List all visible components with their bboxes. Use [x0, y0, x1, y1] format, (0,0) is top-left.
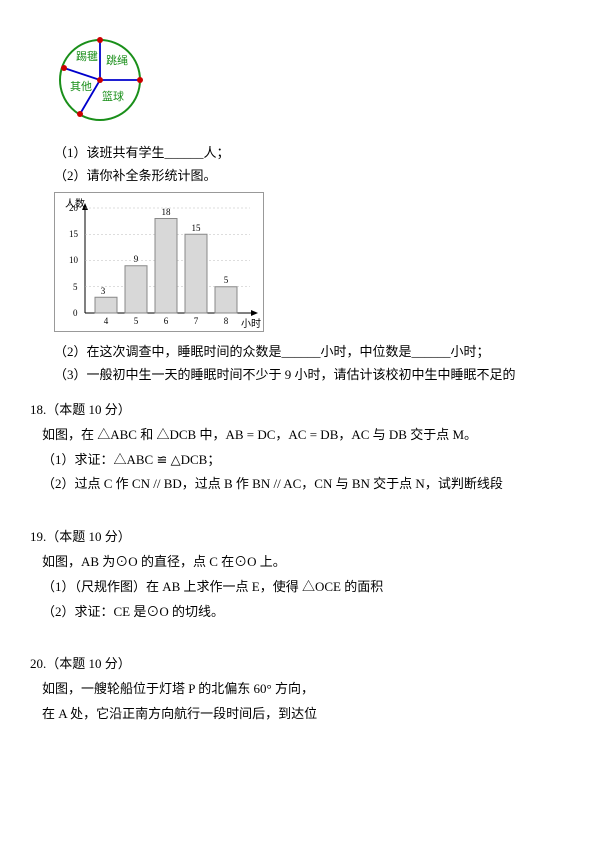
ytick-0: 0 — [73, 308, 78, 318]
ytick-10: 10 — [69, 255, 79, 265]
pie-dot — [97, 37, 103, 43]
ytick-20: 20 — [69, 203, 79, 213]
bar-cat-3: 7 — [194, 316, 199, 326]
pie-label-tl: 踢毽 — [76, 49, 98, 63]
bar-svg: 人数 小时 0 5 10 15 20 3 4 9 5 18 6 15 — [55, 193, 265, 333]
pie-svg: 踢毽 跳绳 其他 篮球 — [50, 30, 150, 130]
q9-t2: （1）（尺规作图）在 AB 上求作一点 E，使得 △OCE 的面积 — [42, 577, 565, 598]
bar-val-0: 3 — [101, 286, 106, 296]
q10-t1: 如图，一艘轮船位于灯塔 P 的北偏东 60° 方向， — [42, 679, 565, 700]
ytick-5: 5 — [73, 282, 78, 292]
pie-label-bl: 其他 — [70, 80, 92, 93]
pie-dot — [97, 77, 103, 83]
q8-t2: （1）求证：△ABC ≌ △DCB； — [42, 450, 565, 471]
q7-sub1: （1）该班共有学生______人； — [54, 143, 565, 164]
q9-t1: 如图，AB 为⊙O 的直径，点 C 在⊙O 上。 — [42, 552, 565, 573]
q8-num: 18.（本题 10 分） — [30, 400, 565, 421]
pie-line — [64, 68, 100, 80]
x-arrow — [251, 310, 258, 316]
bar-cat-4: 8 — [224, 316, 229, 326]
bar-cat-1: 5 — [134, 316, 139, 326]
pie-dot — [61, 65, 67, 71]
bar-val-4: 5 — [224, 275, 229, 285]
bar-chart: 人数 小时 0 5 10 15 20 3 4 9 5 18 6 15 — [54, 192, 264, 332]
q7-sub2: （2）请你补全条形统计图。 — [54, 166, 565, 187]
bar-val-3: 15 — [192, 223, 202, 233]
bar-cat-2: 6 — [164, 316, 169, 326]
pie-chart: 踢毽 跳绳 其他 篮球 — [50, 30, 565, 137]
bar-val-2: 18 — [162, 207, 172, 217]
bar-cat-0: 4 — [104, 316, 109, 326]
q8-t3: （2）过点 C 作 CN // BD，过点 B 作 BN // AC，CN 与 … — [42, 474, 565, 495]
xlabel: 小时 — [241, 318, 261, 330]
q7c: （3）一般初中生一天的睡眠时间不少于 9 小时，请估计该校初中生中睡眠不足的 — [54, 365, 565, 386]
pie-dot — [77, 111, 83, 117]
q10-num: 20.（本题 10 分） — [30, 654, 565, 675]
q9-t3: （2）求证：CE 是⊙O 的切线。 — [42, 602, 565, 623]
q10-t2: 在 A 处，它沿正南方向航行一段时间后，到达位 — [42, 704, 565, 725]
pie-dot — [137, 77, 143, 83]
q7b: （2）在这次调查中，睡眠时间的众数是______小时，中位数是______小时； — [54, 342, 565, 363]
ytick-15: 15 — [69, 229, 79, 239]
pie-label-br: 篮球 — [102, 89, 124, 103]
q9-num: 19.（本题 10 分） — [30, 527, 565, 548]
bars: 3 4 9 5 18 6 15 7 5 8 — [95, 207, 237, 326]
bar-val-1: 9 — [134, 254, 139, 264]
q8-t1: 如图，在 △ABC 和 △DCB 中，AB = DC，AC = DB，AC 与 … — [42, 425, 565, 446]
pie-label-tr: 跳绳 — [106, 53, 128, 67]
